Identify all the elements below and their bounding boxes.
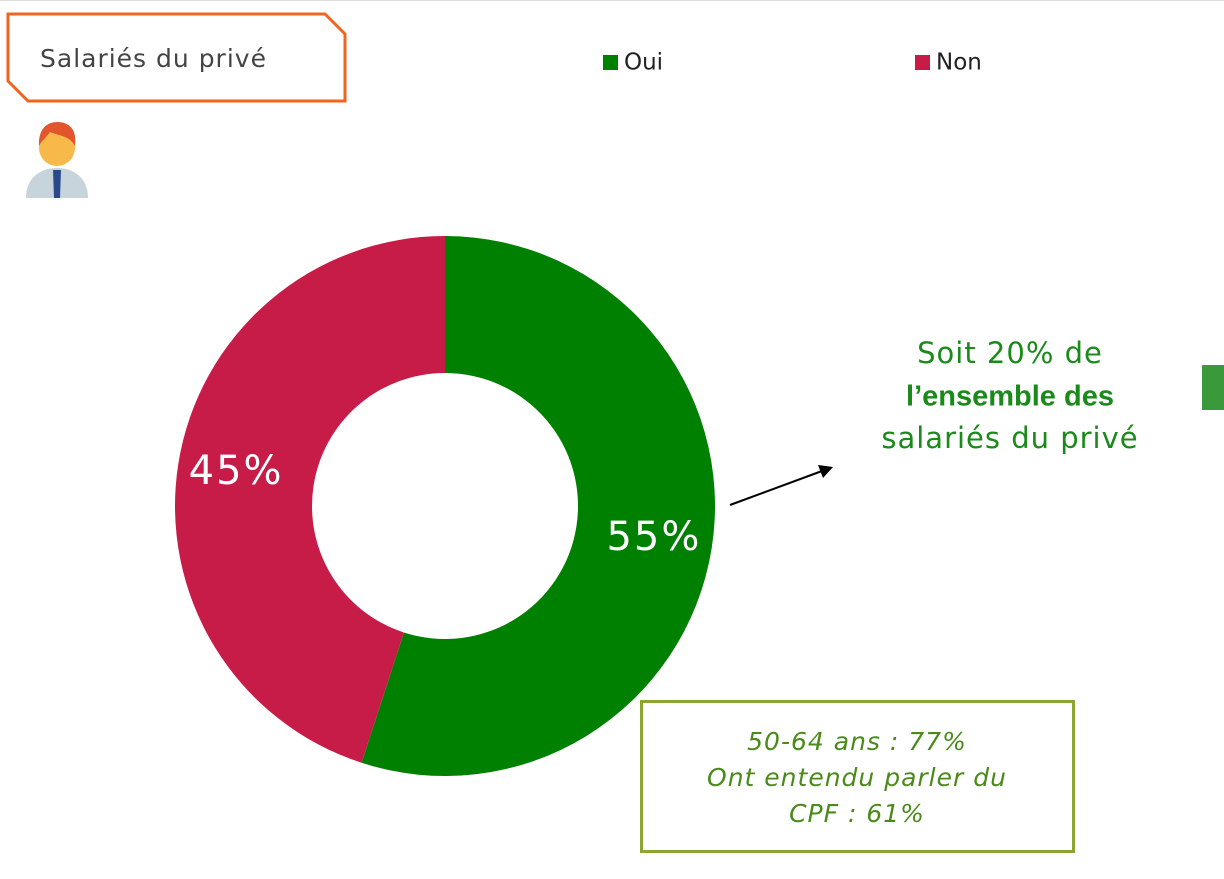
data-label: 45% bbox=[189, 448, 284, 494]
legend-label: Non bbox=[936, 50, 982, 76]
annotation: salariés du privé bbox=[881, 421, 1138, 455]
annotation: l’ensemble des bbox=[906, 381, 1114, 413]
arrow-head bbox=[818, 465, 833, 478]
title-box bbox=[6, 12, 347, 103]
side-marker bbox=[1202, 365, 1224, 410]
arrow-line bbox=[729, 470, 823, 506]
pie-slice bbox=[361, 236, 715, 776]
note-box bbox=[640, 700, 1075, 853]
data-label: 55% bbox=[606, 514, 701, 560]
pie-slice bbox=[174, 236, 445, 763]
note: 50-64 ans : 77% bbox=[747, 727, 967, 756]
chart-title: Salariés du privé bbox=[40, 44, 267, 73]
note: Ont entendu parler du bbox=[707, 763, 1007, 792]
note: CPF : 61% bbox=[789, 799, 925, 828]
legend-label: Oui bbox=[624, 50, 663, 76]
legend-swatch bbox=[915, 55, 930, 70]
person-icon bbox=[26, 122, 88, 198]
legend-swatch bbox=[603, 55, 618, 70]
annotation: Soit 20% de bbox=[917, 336, 1103, 370]
